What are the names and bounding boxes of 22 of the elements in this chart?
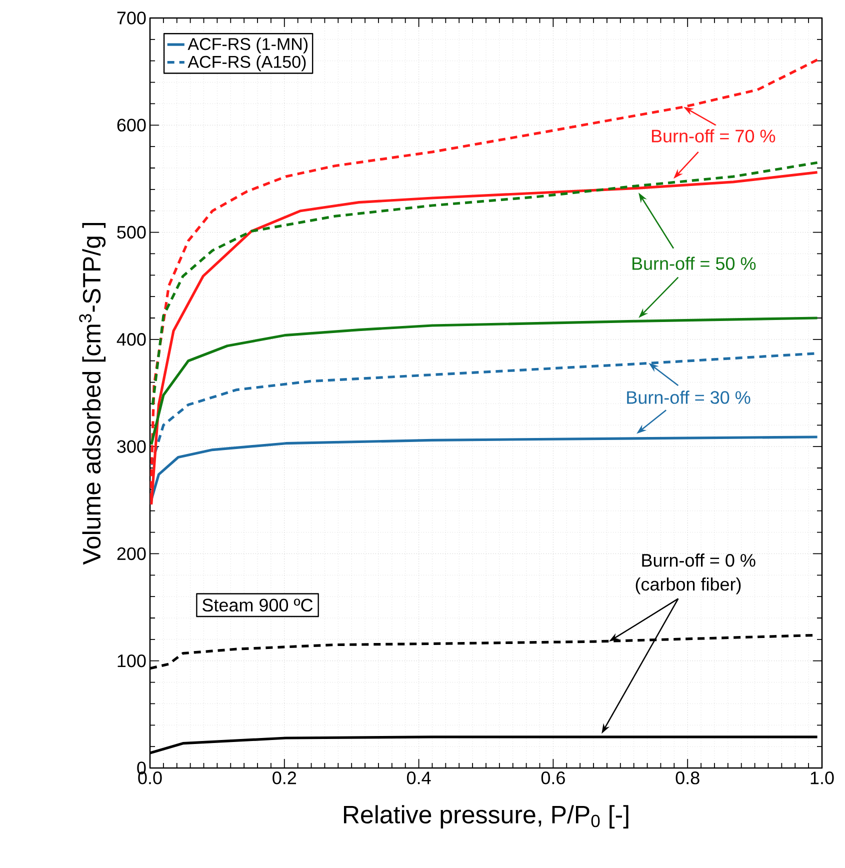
annotation: (carbon fiber)	[636, 577, 741, 594]
annotation: Burn-off = 70 %	[652, 129, 776, 142]
x-tick-label: 0.2	[272, 772, 296, 784]
y-axis-title: Volume adsorbed [cm$^{3}$-STP/g ]	[79, 222, 106, 565]
y-tick-label: 300	[117, 440, 146, 453]
annotation: Burn-off = 0 %	[642, 554, 756, 567]
x-tick-label: 0.6	[541, 772, 565, 784]
annotation: Burn-off = 50 %	[632, 256, 756, 270]
y-tick-label: 100	[118, 654, 146, 668]
legend-label: ACF-RS (1-MN)	[188, 38, 308, 54]
y-tick-label: 700	[117, 12, 146, 24]
y-tick-label: 600	[117, 118, 146, 132]
y-tick-label: 200	[117, 547, 146, 560]
y-tick-label: 500	[117, 226, 146, 239]
annotation: Burn-off = 30 %	[627, 390, 750, 404]
x-tick-label: 0.8	[676, 772, 700, 784]
x-tick-label: 1.0	[810, 772, 834, 784]
y-tick-label: 400	[116, 333, 146, 346]
x-axis-title: Relative pressure, P/P$_{0}$ [-]	[344, 805, 628, 828]
x-tick-label: 0.4	[406, 772, 431, 784]
annotation: Steam 900 ºC	[202, 598, 313, 612]
legend-label: ACF-RS (A150)	[188, 55, 306, 72]
